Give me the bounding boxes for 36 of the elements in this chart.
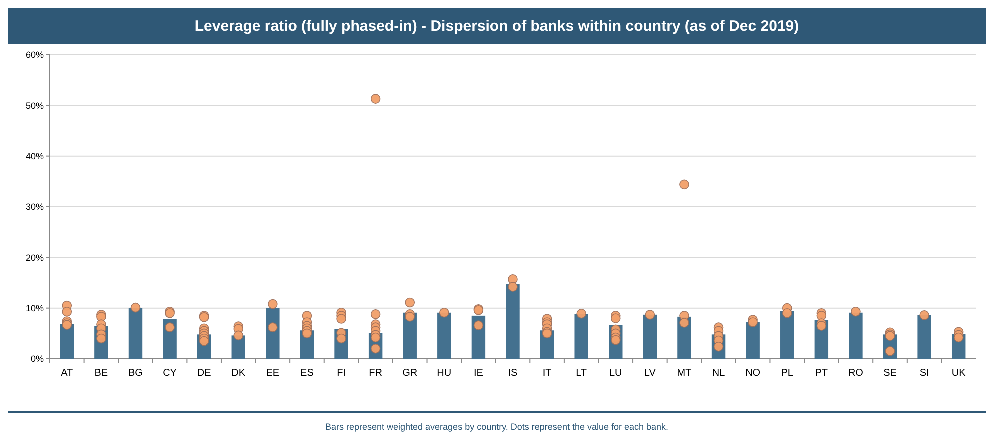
x-tick-label: RO xyxy=(848,368,864,379)
x-tick-label: GR xyxy=(402,368,418,379)
x-tick-label: IT xyxy=(542,368,552,379)
x-tick-label: SI xyxy=(920,368,930,379)
x-tick-label: IE xyxy=(474,368,484,379)
x-tick-label: UK xyxy=(952,368,966,379)
y-tick-label: 0% xyxy=(30,354,44,364)
text: Bars represent weighted averages by country. Dots represent the value for each bank. xyxy=(325,422,669,432)
x-tick-label: AT xyxy=(61,368,74,379)
x-tick-label: LU xyxy=(609,368,622,379)
x-tick-label: NO xyxy=(746,368,761,379)
x-tick-label: ES xyxy=(300,368,314,379)
x-tick-label: BG xyxy=(128,368,144,379)
x-tick-label: FR xyxy=(369,368,382,379)
x-tick-label: SE xyxy=(884,368,898,379)
y-tick-label: 20% xyxy=(26,252,44,263)
x-tick-label: NL xyxy=(712,368,726,379)
y-tick-label: 40% xyxy=(26,151,44,162)
y-tick-label: 30% xyxy=(26,202,44,212)
x-tick-label: PL xyxy=(781,368,794,379)
x-tick-label: CY xyxy=(163,368,178,379)
x-tick-label: IS xyxy=(508,368,518,379)
x-tick-label: EE xyxy=(266,368,280,379)
y-tick-label: 60% xyxy=(26,50,44,60)
x-tick-label: FI xyxy=(337,368,346,379)
x-tick-label: DK xyxy=(232,368,246,379)
x-tick-label: PT xyxy=(815,368,828,379)
y-tick-label: 50% xyxy=(26,100,44,111)
x-tick-label: BE xyxy=(94,368,108,379)
chart-title: Leverage ratio (fully phased-in) - Dispersion of banks within country (as of Dec 2019) xyxy=(194,18,800,35)
x-tick-label: LV xyxy=(644,368,656,379)
x-tick-label: MT xyxy=(677,368,692,379)
y-tick-label: 10% xyxy=(26,303,44,314)
x-tick-label: LT xyxy=(576,368,588,379)
x-tick-label: HU xyxy=(437,368,452,379)
x-tick-label: DE xyxy=(197,368,212,379)
